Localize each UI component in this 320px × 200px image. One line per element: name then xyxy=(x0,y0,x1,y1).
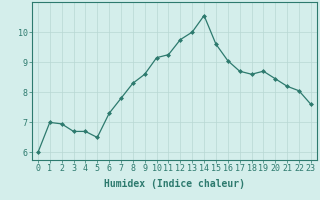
X-axis label: Humidex (Indice chaleur): Humidex (Indice chaleur) xyxy=(104,179,245,189)
